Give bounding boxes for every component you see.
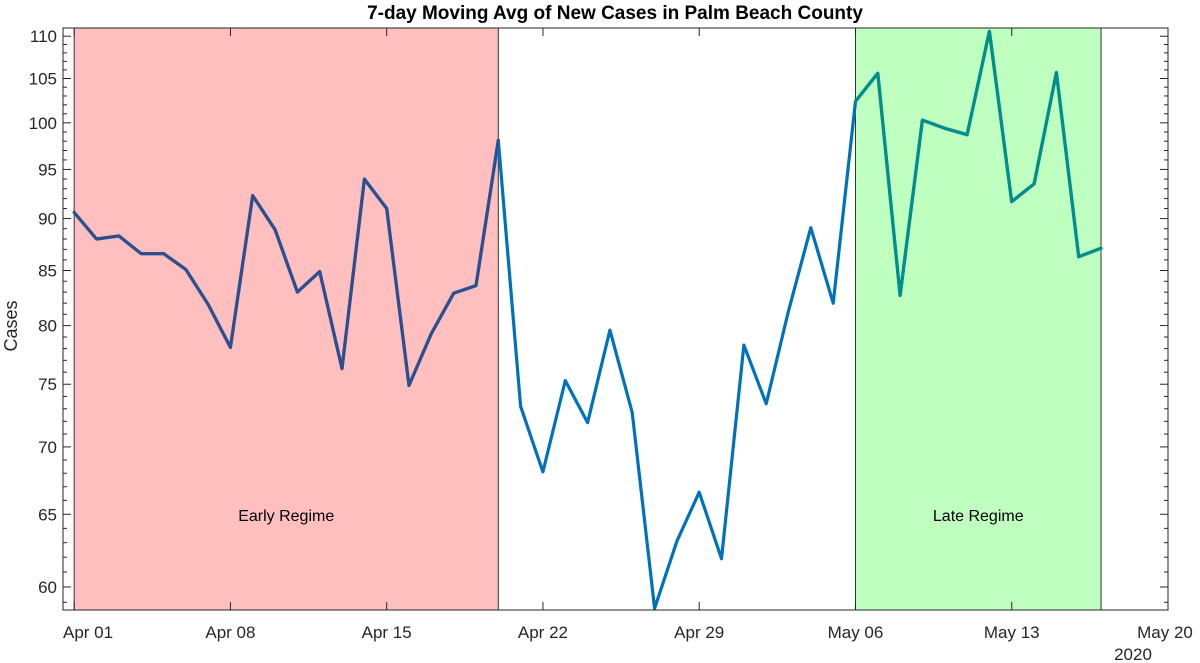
y-axis-ticks: 60 65 70 75 80 85 90 95 100 105 110 [29, 27, 1168, 603]
regime-region-1 [854, 27, 1102, 611]
y-tick-label: 105 [29, 69, 57, 88]
y-tick-label: 70 [38, 438, 57, 457]
series-line-late-segment [853, 29, 1103, 297]
x-tick-label: May 13 [984, 623, 1040, 642]
y-tick-label: 95 [38, 160, 57, 179]
plot-frame [62, 27, 1169, 611]
series-lines [72, 29, 1103, 611]
x-axis-ticks: Apr 01 Apr 08 Apr 15 Apr 22 Apr 29 May 06 May … [63, 28, 1193, 642]
series-line-early-segment [72, 138, 500, 387]
regime-region-0 [73, 27, 499, 611]
y-tick-label: 60 [38, 578, 57, 597]
regime-shading [73, 27, 1102, 611]
regime-labels: Early Regime Late Regime [238, 508, 1023, 525]
y-tick-label: 85 [38, 262, 57, 281]
x-tick-label: May 20 [1137, 623, 1193, 642]
y-tick-label: 80 [38, 317, 57, 336]
axes-box [62, 27, 1169, 611]
y-tick-label: 110 [30, 27, 57, 46]
x-tick-label: Apr 08 [205, 623, 255, 642]
y-tick-label: 65 [38, 505, 57, 524]
x-tick-label: Apr 22 [518, 623, 568, 642]
x-tick-label: Apr 01 [63, 623, 113, 642]
x-tick-label: May 06 [828, 623, 884, 642]
y-axis-label: Cases [1, 300, 21, 351]
y-tick-label: 100 [29, 114, 57, 133]
x-tick-label: Apr 15 [362, 623, 412, 642]
y-tick-label: 90 [38, 210, 57, 229]
chart-title: 7-day Moving Avg of New Cases in Palm Be… [367, 3, 863, 24]
y-tick-label: 75 [38, 375, 57, 394]
x-tick-label: Apr 29 [674, 623, 724, 642]
regime-label-0: Early Regime [238, 508, 334, 525]
x-axis-year-label: 2020 [1114, 645, 1152, 663]
regime-label-1: Late Regime [933, 508, 1024, 525]
